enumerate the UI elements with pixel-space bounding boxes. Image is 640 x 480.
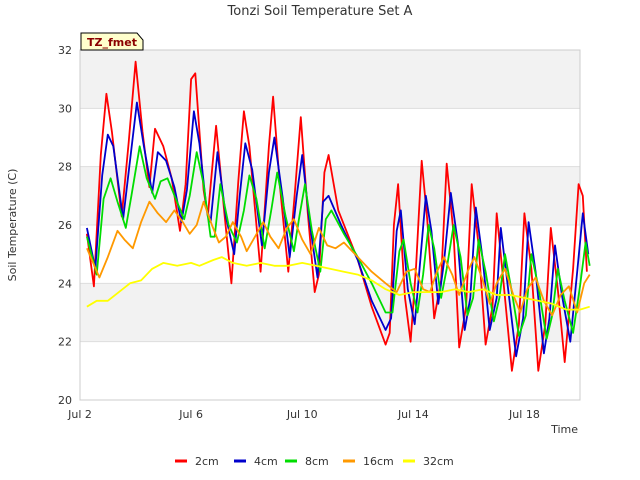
series-line-2cm [86, 60, 588, 372]
y-tick-label: 22 [58, 336, 72, 349]
y-tick-label: 26 [58, 219, 72, 232]
y-axis-label: Soil Temperature (C) [6, 169, 19, 282]
y-tick-label: 28 [58, 161, 72, 174]
x-tick-label: Jul 2 [67, 408, 92, 421]
plot-border [79, 49, 581, 401]
chart-title: Tonzi Soil Temperature Set A [227, 4, 413, 19]
plot-band [80, 341, 580, 400]
plot-band [80, 50, 580, 109]
x-tick-labels: Jul 2 Jul 6 Jul 10 Jul 14 Jul 18 [67, 408, 540, 421]
series-line-32cm [86, 256, 590, 311]
legend: 2cm 4cm 8cm 16cm 32cm [175, 455, 454, 468]
legend-label-32cm: 32cm [423, 455, 454, 468]
x-tick-label: Jul 6 [178, 408, 203, 421]
y-tick-label: 20 [58, 394, 72, 407]
plot-band [80, 225, 580, 284]
x-tick-label: Jul 18 [508, 408, 540, 421]
y-tick-labels: 20 22 24 26 28 30 32 [58, 44, 72, 407]
badge: TZ_fmet [80, 32, 144, 51]
series-line-4cm [86, 101, 590, 358]
x-axis-label: Time [550, 423, 578, 436]
legend-label-16cm: 16cm [363, 455, 394, 468]
series-line-16cm [86, 200, 591, 317]
series-lines [86, 60, 591, 372]
badge-text: TZ_fmet [87, 36, 137, 49]
series-line-8cm [86, 145, 591, 340]
y-tick-label: 30 [58, 102, 72, 115]
x-tick-label: Jul 14 [397, 408, 429, 421]
legend-label-4cm: 4cm [254, 455, 278, 468]
y-tick-label: 32 [58, 44, 72, 57]
x-tick-label: Jul 10 [286, 408, 318, 421]
legend-label-2cm: 2cm [195, 455, 219, 468]
y-tick-label: 24 [58, 277, 72, 290]
badge-box [80, 32, 144, 51]
legend-label-8cm: 8cm [305, 455, 329, 468]
